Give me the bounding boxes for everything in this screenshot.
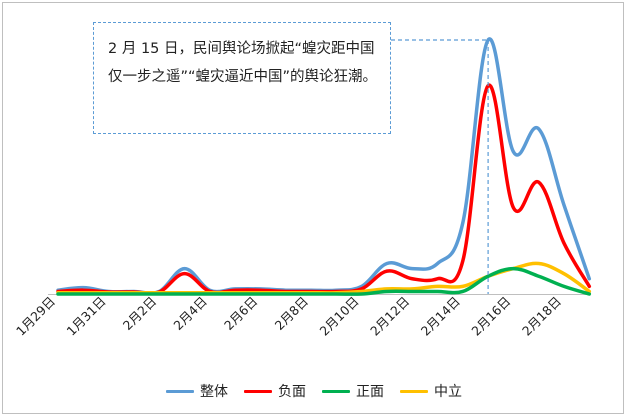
legend-item-3: 中立 [400,381,462,401]
x-tick-label: 2月6日 [221,294,261,334]
x-tick-label: 2月16日 [468,294,513,339]
x-tick-label: 1月31日 [64,294,109,339]
annotation-callout: 2 月 15 日，民间舆论场掀起“蝗灾距中国仅一步之遥”“蝗灾逼近中国”的舆论狂… [93,22,391,134]
x-tick-label: 1月29日 [13,294,58,339]
legend-label: 整体 [200,384,228,400]
x-tick-label: 2月4日 [170,294,210,334]
x-tick-label: 2月10日 [317,294,362,339]
legend-item-0: 整体 [166,381,228,401]
annotation-text: 2 月 15 日，民间舆论场掀起“蝗灾距中国仅一步之遥”“蝗灾逼近中国”的舆论狂… [108,41,378,85]
legend-label: 正面 [356,384,384,400]
x-tick-label: 2月18日 [519,294,564,339]
legend-swatch [322,389,350,393]
legend-item-1: 负面 [244,381,306,401]
x-tick-label: 2月2日 [120,294,160,334]
legend-swatch [244,389,272,393]
tick-label-layer: 1月29日 1月31日 2月2日 2月4日 2月6日 2月8日 2月10日 2月12日 2月14… [13,294,564,339]
legend-item-2: 正面 [322,381,384,401]
legend-label: 中立 [434,384,462,400]
x-tick-label: 2月12日 [367,294,412,339]
x-tick-label: 2月8日 [272,294,312,334]
legend-label: 负面 [278,384,306,400]
annotation-layer [391,39,489,294]
legend-swatch [400,389,428,393]
legend: 整体 负面 正面 中立 [0,381,628,401]
series-line-2 [56,266,592,296]
series-layer [56,37,592,296]
x-tick-label: 2月14日 [418,294,463,339]
legend-swatch [166,389,194,393]
